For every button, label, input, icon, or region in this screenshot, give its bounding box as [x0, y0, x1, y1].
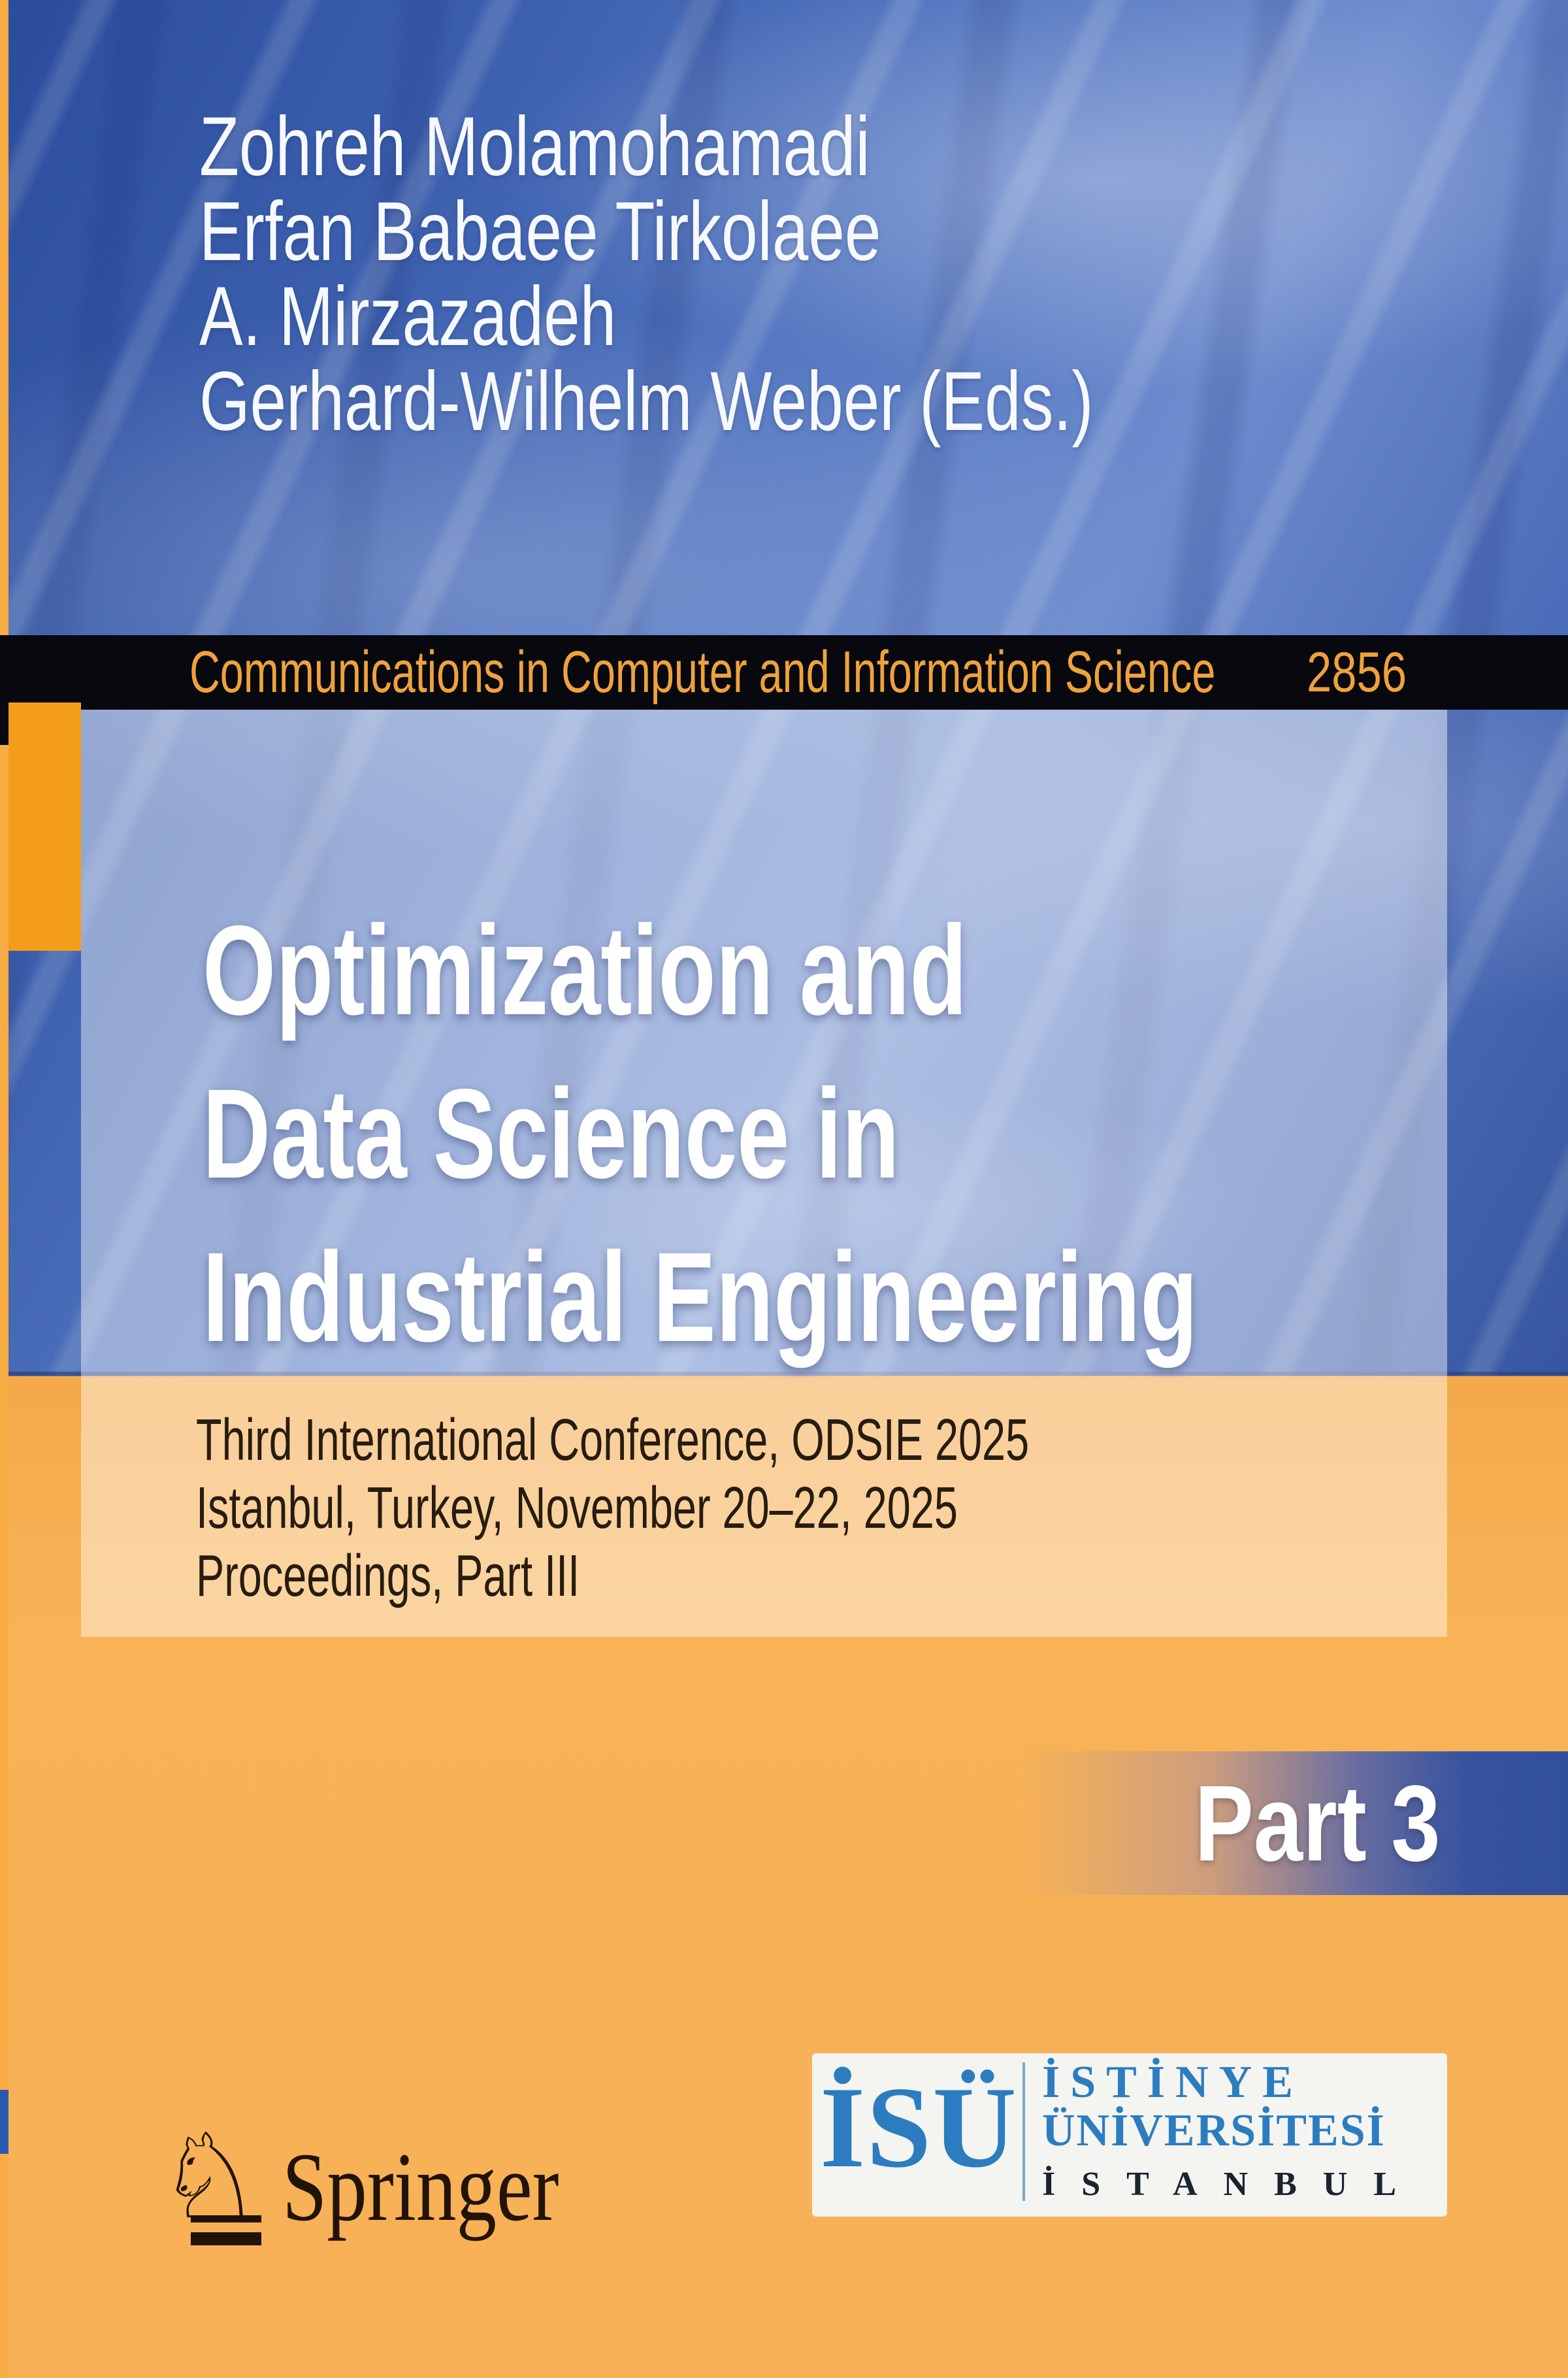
author-block: Zohreh Molamohamadi Erfan Babaee Tirkola…	[199, 105, 1094, 444]
isu-line-istanbul: İSTANBUL	[1042, 2166, 1423, 2203]
part-badge: Part 3	[1194, 1762, 1441, 1883]
series-band	[0, 635, 1568, 710]
author-line: Erfan Babaee Tirkolaee	[199, 185, 881, 278]
isu-line-universitesi: ÜNİVERSİTESİ	[1042, 2106, 1386, 2156]
translucent-center-panel	[81, 710, 1447, 1637]
author-line: Gerhard-Wilhelm Weber (Eds.)	[199, 355, 1094, 448]
isu-logo-divider	[1022, 2062, 1025, 2201]
accent-square-orange	[8, 702, 81, 951]
series-number: 2856	[1307, 640, 1407, 704]
springer-wordmark: Springer	[282, 2133, 559, 2241]
isu-logo-text-block: İSTİNYE ÜNİVERSİTESİ İSTANBUL	[1042, 2058, 1422, 2207]
isu-abbreviation: İSÜ	[820, 2062, 1018, 2192]
series-band-left-notch	[0, 710, 8, 745]
isu-line-istinye: İSTİNYE	[1042, 2057, 1303, 2107]
photo-bottom-edge	[0, 1372, 1568, 1376]
subtitle-line: Istanbul, Turkey, November 20–22, 2025	[196, 1476, 958, 1541]
springer-knight-underline-thick	[191, 2232, 261, 2245]
part-banner: Part 3	[1019, 1751, 1568, 1895]
subtitle-line: Third International Conference, ODSIE 20…	[196, 1408, 1030, 1473]
series-name: Communications in Computer and Informati…	[189, 639, 1216, 705]
book-subtitle: Third International Conference, ODSIE 20…	[196, 1406, 1029, 1610]
accent-square-blue	[0, 2090, 8, 2154]
springer-knight-underline-thin	[191, 2215, 261, 2222]
subtitle-line: Proceedings, Part III	[196, 1544, 580, 1609]
title-line: Optimization and	[203, 899, 968, 1042]
book-title: Optimization and Data Science in Industr…	[203, 889, 1198, 1379]
left-edge-strip	[0, 0, 8, 2378]
istinye-university-logo: İSÜ İSTİNYE ÜNİVERSİTESİ İSTANBUL	[812, 2053, 1447, 2217]
author-line: Zohreh Molamohamadi	[199, 100, 870, 193]
author-line: A. Mirzazadeh	[199, 270, 617, 363]
title-line: Industrial Engineering	[203, 1226, 1198, 1368]
title-line: Data Science in	[203, 1063, 900, 1205]
